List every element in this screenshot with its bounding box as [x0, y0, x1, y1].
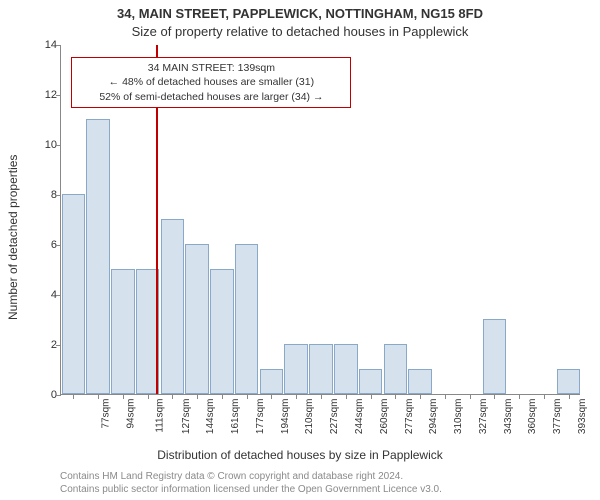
- ytick-mark: [56, 245, 61, 246]
- xtick-mark: [271, 394, 272, 399]
- annotation-line: 52% of semi-detached houses are larger (…: [78, 90, 344, 104]
- bar: [235, 244, 259, 394]
- ytick-mark: [56, 45, 61, 46]
- ytick-label: 0: [33, 389, 57, 401]
- annotation-box: 34 MAIN STREET: 139sqm← 48% of detached …: [71, 57, 351, 108]
- bar: [359, 369, 383, 394]
- bar: [557, 369, 581, 394]
- bar: [62, 194, 86, 394]
- xtick-mark: [247, 394, 248, 399]
- xtick-mark: [172, 394, 173, 399]
- xtick-mark: [470, 394, 471, 399]
- xtick-label: 360sqm: [527, 399, 538, 435]
- bar: [111, 269, 135, 394]
- xtick-label: 327sqm: [478, 399, 489, 435]
- xtick-label: 227sqm: [329, 399, 340, 435]
- xtick-label: 260sqm: [379, 399, 390, 435]
- xtick-mark: [420, 394, 421, 399]
- footer-line-1: Contains HM Land Registry data © Crown c…: [60, 470, 580, 483]
- xtick-label: 177sqm: [255, 399, 266, 435]
- xtick-mark: [222, 394, 223, 399]
- ytick-mark: [56, 395, 61, 396]
- xtick-mark: [346, 394, 347, 399]
- bar: [260, 369, 284, 394]
- ytick-label: 10: [33, 139, 57, 151]
- bar: [483, 319, 507, 394]
- xtick-mark: [296, 394, 297, 399]
- ytick-label: 6: [33, 239, 57, 251]
- bar: [161, 219, 185, 394]
- xtick-mark: [371, 394, 372, 399]
- annotation-line: 34 MAIN STREET: 139sqm: [78, 61, 344, 75]
- chart-title-sub: Size of property relative to detached ho…: [0, 24, 600, 39]
- footer-attribution: Contains HM Land Registry data © Crown c…: [60, 470, 580, 496]
- xtick-mark: [395, 394, 396, 399]
- xtick-mark: [321, 394, 322, 399]
- xtick-label: 77sqm: [101, 399, 112, 429]
- ytick-label: 14: [33, 39, 57, 51]
- ytick-mark: [56, 345, 61, 346]
- bar: [284, 344, 308, 394]
- xtick-label: 144sqm: [206, 399, 217, 435]
- xtick-mark: [73, 394, 74, 399]
- xtick-label: 393sqm: [577, 399, 588, 435]
- x-axis-label: Distribution of detached houses by size …: [0, 448, 600, 462]
- xtick-label: 294sqm: [428, 399, 439, 435]
- y-axis-label: Number of detached properties: [6, 155, 20, 320]
- xtick-label: 277sqm: [404, 399, 415, 435]
- xtick-mark: [544, 394, 545, 399]
- xtick-mark: [569, 394, 570, 399]
- ytick-label: 2: [33, 339, 57, 351]
- xtick-label: 94sqm: [126, 399, 137, 429]
- ytick-label: 4: [33, 289, 57, 301]
- xtick-label: 343sqm: [503, 399, 514, 435]
- bar: [309, 344, 333, 394]
- xtick-label: 161sqm: [230, 399, 241, 435]
- xtick-mark: [123, 394, 124, 399]
- xtick-label: 194sqm: [280, 399, 291, 435]
- xtick-mark: [148, 394, 149, 399]
- ytick-mark: [56, 295, 61, 296]
- ytick-label: 8: [33, 189, 57, 201]
- xtick-mark: [445, 394, 446, 399]
- plot-area: 0246810121477sqm94sqm111sqm127sqm144sqm1…: [60, 45, 580, 395]
- xtick-mark: [98, 394, 99, 399]
- bar: [86, 119, 110, 394]
- footer-line-2: Contains public sector information licen…: [60, 483, 580, 496]
- xtick-label: 377sqm: [552, 399, 563, 435]
- xtick-label: 244sqm: [354, 399, 365, 435]
- xtick-mark: [494, 394, 495, 399]
- annotation-line: ← 48% of detached houses are smaller (31…: [78, 75, 344, 89]
- ytick-label: 12: [33, 89, 57, 101]
- bar: [210, 269, 234, 394]
- xtick-label: 310sqm: [453, 399, 464, 435]
- xtick-label: 210sqm: [305, 399, 316, 435]
- ytick-mark: [56, 195, 61, 196]
- bar: [408, 369, 432, 394]
- ytick-mark: [56, 95, 61, 96]
- bar: [334, 344, 358, 394]
- chart-title-main: 34, MAIN STREET, PAPPLEWICK, NOTTINGHAM,…: [0, 6, 600, 21]
- ytick-mark: [56, 145, 61, 146]
- bar: [185, 244, 209, 394]
- xtick-mark: [519, 394, 520, 399]
- bar: [384, 344, 408, 394]
- xtick-label: 127sqm: [181, 399, 192, 435]
- xtick-mark: [197, 394, 198, 399]
- xtick-label: 111sqm: [154, 399, 165, 433]
